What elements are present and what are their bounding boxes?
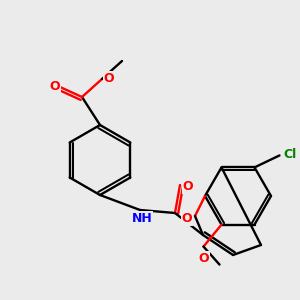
- Text: O: O: [50, 80, 60, 92]
- Text: O: O: [198, 252, 209, 265]
- Text: O: O: [104, 71, 114, 85]
- Text: Cl: Cl: [283, 148, 296, 161]
- Text: NH: NH: [132, 212, 152, 224]
- Text: O: O: [183, 179, 193, 193]
- Text: O: O: [182, 212, 192, 224]
